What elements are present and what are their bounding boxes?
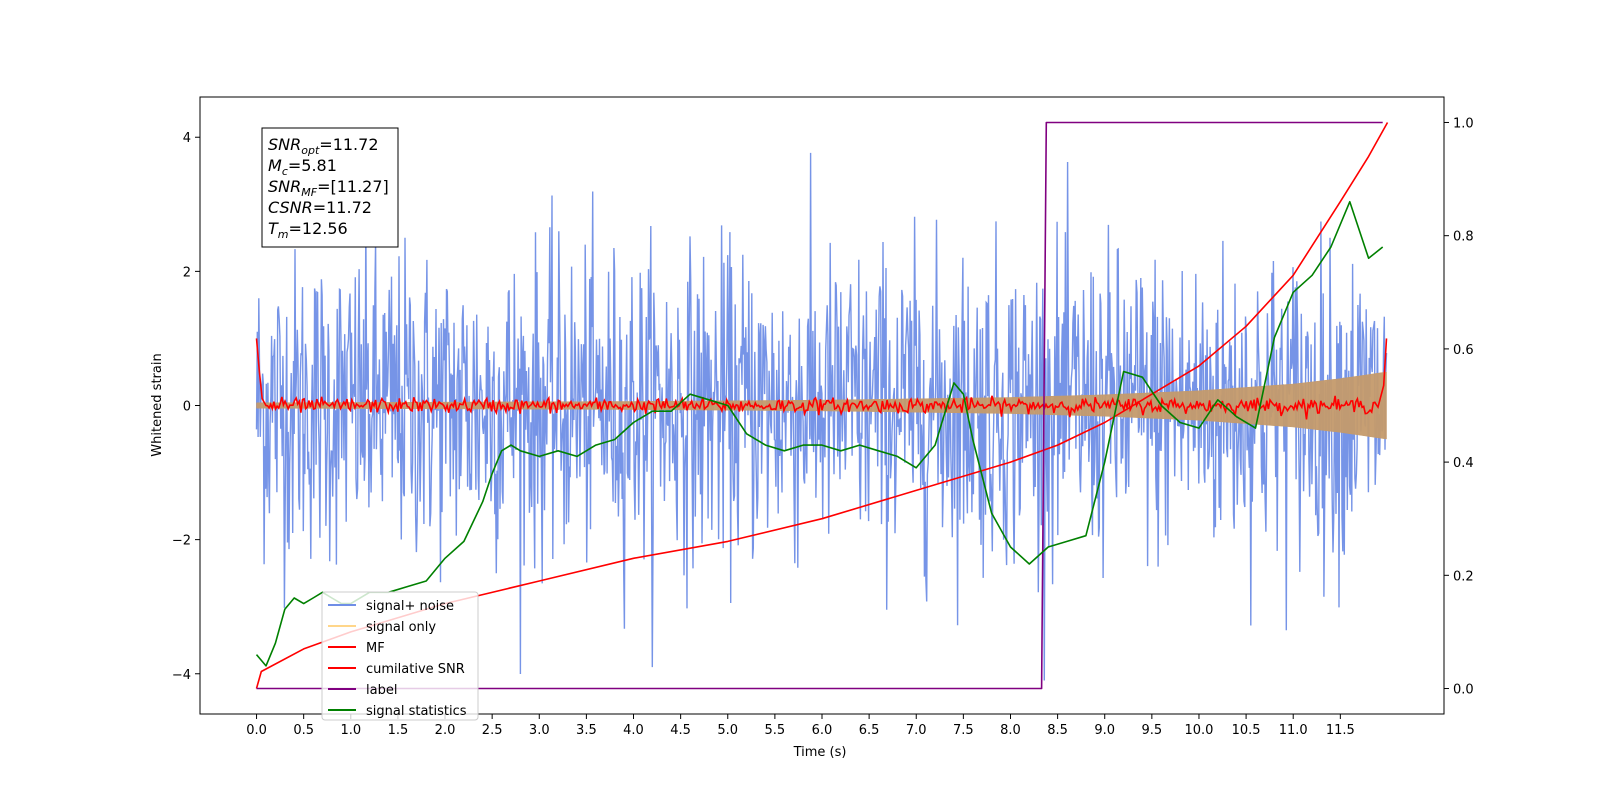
annotation-frame [261, 127, 399, 248]
label-series [256, 121, 1383, 690]
annotation-line: SNRopt=11.72 [268, 135, 379, 157]
legend: signal+ noise signal only MF cumilative SNR… [321, 591, 479, 721]
x-tick-label: 6.5 [859, 723, 880, 738]
y-axis-label: Whitened strain [150, 353, 165, 456]
x-tick-label: 9.5 [1142, 723, 1163, 738]
x-tick-label: 11.0 [1279, 723, 1308, 738]
signal-noise-line [255, 152, 1388, 681]
y2-tick-label: 1.0 [1453, 116, 1474, 131]
y-tick-label: −4 [172, 668, 191, 683]
legend-label: signal only [366, 620, 436, 635]
x-tick-label: 11.5 [1326, 723, 1355, 738]
x-tick-label: 6.0 [812, 723, 833, 738]
y2-tick-label: 0.0 [1453, 683, 1474, 698]
x-tick-label: 7.0 [906, 723, 927, 738]
legend-label: signal statistics [366, 704, 467, 719]
x-axis-label: Time (s) [793, 745, 847, 760]
x-tick-label: 4.5 [670, 723, 691, 738]
x-tick-label: 0.5 [293, 723, 314, 738]
x-tick-label: 8.5 [1047, 723, 1068, 738]
legend-label: cumilative SNR [366, 662, 465, 677]
x-tick-label: 1.5 [388, 723, 409, 738]
y-tick-label: 4 [183, 131, 191, 146]
y2-tick-label: 0.8 [1453, 230, 1474, 245]
y2-tick-label: 0.2 [1453, 569, 1474, 584]
x-tick-label: 4.0 [623, 723, 644, 738]
x-tick-label: 5.5 [765, 723, 786, 738]
x-tick-label: 5.0 [717, 723, 738, 738]
x-tick-label: 2.0 [435, 723, 456, 738]
annotation-line: SNRMF=[11.27] [268, 177, 389, 199]
legend-label: MF [366, 641, 385, 656]
annotation-line: Mc=5.81 [268, 156, 337, 178]
label-line [256, 121, 1383, 690]
mf-line [255, 338, 1388, 420]
y-tick-label: 2 [183, 265, 191, 280]
x-tick-label: 10.5 [1232, 723, 1261, 738]
x-tick-label: 3.0 [529, 723, 550, 738]
x-tick-label: 7.5 [953, 723, 974, 738]
x-tick-label: 0.0 [246, 723, 267, 738]
legend-label: signal+ noise [366, 599, 454, 614]
x-tick-label: 9.0 [1094, 723, 1115, 738]
annotation-line: Tm=12.56 [268, 219, 348, 241]
legend-label: label [366, 683, 397, 698]
y-axis-right: 0.0 0.2 0.4 0.6 0.8 1.0 [1444, 116, 1474, 698]
x-tick-label: 3.5 [576, 723, 597, 738]
y2-tick-label: 0.4 [1453, 456, 1474, 471]
y-tick-label: 0 [183, 400, 191, 415]
x-tick-label: 1.0 [340, 723, 361, 738]
x-tick-label: 10.0 [1184, 723, 1213, 738]
x-tick-label: 2.5 [482, 723, 503, 738]
annotation-line: CSNR=11.72 [268, 198, 372, 217]
legend-frame [321, 591, 479, 721]
x-axis: 0.0 0.5 1.0 1.5 2.0 2.5 3.0 3.5 4.0 4.5 5.0 5.5 6.0 6… [246, 714, 1355, 738]
signal-noise-series [255, 152, 1388, 681]
y-axis-left: −4 −2 0 2 4 [172, 131, 200, 683]
x-tick-label: 8.0 [1000, 723, 1021, 738]
y2-tick-label: 0.6 [1453, 343, 1474, 358]
stats-annotation-box: SNRopt=11.72Mc=5.81SNRMF=[11.27]CSNR=11.… [261, 127, 399, 248]
mf-series [255, 338, 1388, 420]
y-tick-label: −2 [172, 534, 191, 549]
